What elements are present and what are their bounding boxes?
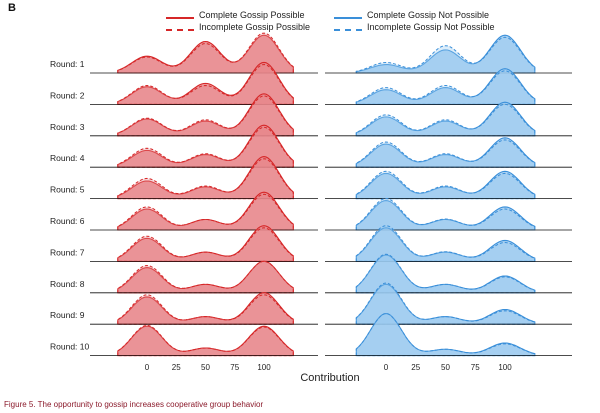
legend-label-complete-gossip-not-possible: Complete Gossip Not Possible: [367, 10, 490, 20]
ridge-no-gossip-round-8: [325, 253, 572, 294]
legend-swatch-complete-gossip-possible: [166, 17, 194, 19]
ridge-no-gossip-round-10: [325, 313, 572, 357]
density-no-gossip-incomplete-round-4: [355, 139, 536, 168]
density-gossip-complete-round-5: [117, 156, 294, 200]
ridge-gossip-round-9: [90, 292, 318, 325]
density-no-gossip-incomplete-round-2: [355, 70, 536, 105]
density-gossip-incomplete-round-4: [117, 126, 294, 168]
ridge-gossip-round-10: [90, 324, 318, 357]
ridge-no-gossip-round-3: [325, 101, 572, 137]
density-no-gossip-complete-round-1: [355, 34, 536, 74]
ridge-gossip-round-8: [90, 260, 318, 294]
legend-label-incomplete-gossip-not-possible: Incomplete Gossip Not Possible: [367, 22, 495, 32]
density-no-gossip-incomplete-round-9: [355, 282, 536, 325]
density-gossip-complete-round-2: [117, 61, 294, 105]
x-tick-label: 75: [471, 363, 480, 372]
round-label: Round: 8: [50, 279, 85, 289]
ridge-gossip-round-2: [90, 61, 318, 105]
density-gossip-incomplete-round-2: [117, 63, 294, 105]
round-label: Round: 10: [50, 342, 89, 352]
ridge-gossip-round-5: [90, 156, 318, 200]
density-no-gossip-incomplete-round-1: [355, 36, 536, 74]
legend-swatch-incomplete-gossip-not-possible: [334, 29, 362, 31]
density-no-gossip-incomplete-round-7: [355, 225, 536, 262]
density-no-gossip-complete-round-5: [355, 170, 536, 200]
density-no-gossip-incomplete-round-8: [355, 253, 536, 294]
round-label: Round: 3: [50, 122, 85, 132]
legend-swatch-incomplete-gossip-possible: [166, 29, 194, 31]
ridge-gossip-round-7: [90, 225, 318, 262]
ridge-gossip-round-6: [90, 191, 318, 231]
figure-caption: Figure 5. The opportunity to gossip incr…: [4, 400, 264, 409]
round-label: Round: 4: [50, 153, 85, 163]
ridge-no-gossip-round-2: [325, 68, 572, 105]
density-gossip-complete-round-1: [117, 34, 294, 74]
round-label: Round: 5: [50, 185, 85, 195]
x-tick-label: 100: [498, 363, 512, 372]
x-tick-label: 75: [230, 363, 239, 372]
round-label: Round: 6: [50, 216, 85, 226]
x-tick-label: 25: [172, 363, 181, 372]
round-label: Round: 9: [50, 310, 85, 320]
x-tick-label: 50: [441, 363, 450, 372]
density-gossip-incomplete-round-8: [117, 260, 294, 294]
density-no-gossip-incomplete-round-3: [355, 103, 536, 137]
legend-label-complete-gossip-possible: Complete Gossip Possible: [199, 10, 305, 20]
density-no-gossip-complete-round-2: [355, 68, 536, 105]
legend-label-incomplete-gossip-possible: Incomplete Gossip Possible: [199, 22, 311, 32]
x-tick-label: 25: [411, 363, 420, 372]
ridge-no-gossip-round-4: [325, 137, 572, 168]
density-gossip-complete-round-3: [117, 93, 294, 137]
x-tick-label: 50: [201, 363, 210, 372]
density-no-gossip-complete-round-3: [355, 101, 536, 137]
panel-label: B: [8, 2, 16, 14]
ridge-no-gossip-round-6: [325, 197, 572, 231]
x-tick-label: 100: [257, 363, 271, 372]
density-gossip-incomplete-round-6: [117, 193, 294, 231]
density-gossip-incomplete-round-1: [117, 32, 294, 74]
round-label: Round: 2: [50, 90, 85, 100]
x-tick-label: 0: [384, 363, 389, 372]
ridge-gossip-round-1: [90, 32, 318, 74]
legend-swatch-complete-gossip-not-possible: [334, 17, 362, 19]
round-label: Round: 7: [50, 247, 85, 257]
ridge-no-gossip-round-7: [325, 225, 572, 262]
density-no-gossip-incomplete-round-10: [355, 313, 536, 357]
density-no-gossip-incomplete-round-6: [355, 197, 536, 231]
density-gossip-complete-round-4: [117, 124, 294, 168]
density-gossip-incomplete-round-3: [117, 95, 294, 137]
density-gossip-incomplete-round-10: [117, 324, 294, 357]
ridge-gossip-round-3: [90, 93, 318, 137]
density-no-gossip-incomplete-round-5: [355, 170, 536, 200]
density-gossip-complete-round-10: [117, 325, 294, 357]
density-gossip-incomplete-round-9: [117, 294, 294, 325]
density-gossip-incomplete-round-7: [117, 227, 294, 262]
x-axis-label: Contribution: [300, 372, 360, 384]
ridge-no-gossip-round-9: [325, 282, 572, 325]
ridge-no-gossip-round-5: [325, 170, 572, 200]
density-gossip-incomplete-round-5: [117, 158, 294, 200]
round-label: Round: 1: [50, 59, 85, 69]
ridge-no-gossip-round-1: [325, 34, 572, 74]
density-no-gossip-complete-round-4: [355, 137, 536, 168]
ridge-gossip-round-4: [90, 124, 318, 168]
x-tick-label: 0: [145, 363, 150, 372]
